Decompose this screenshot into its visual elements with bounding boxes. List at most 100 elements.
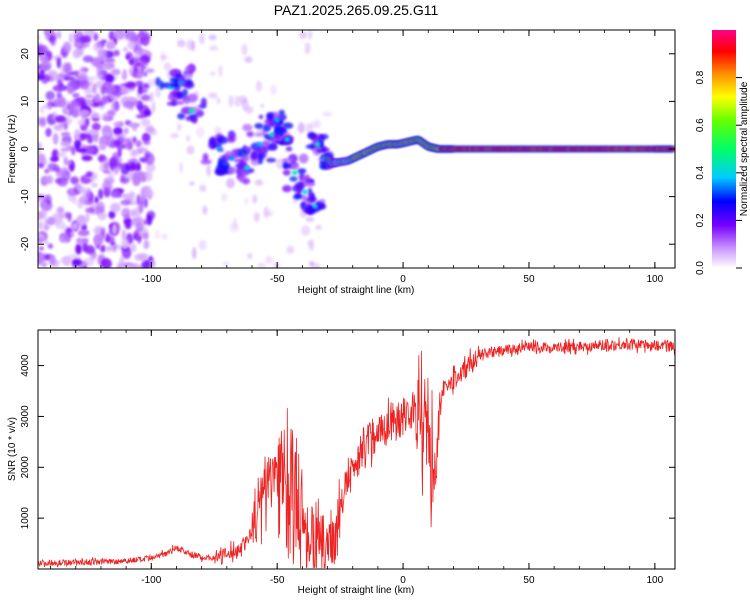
spectrogram-cell bbox=[104, 73, 115, 83]
spectrogram-cell bbox=[113, 127, 123, 135]
spectrogram-cell bbox=[318, 198, 326, 204]
spectrogram-cell bbox=[100, 39, 108, 44]
spectrogram-cell bbox=[68, 32, 74, 44]
spectrogram-cell bbox=[56, 57, 61, 69]
spectrogram-cell bbox=[178, 79, 185, 85]
spectrogram-cell bbox=[289, 162, 300, 170]
snr-frame bbox=[37, 329, 676, 570]
spectrogram-cell bbox=[105, 40, 116, 50]
snr-ytick-label: 4000 bbox=[20, 354, 31, 377]
spectrogram-cell bbox=[76, 148, 88, 153]
spectrogram-cell bbox=[307, 241, 313, 247]
spectrogram-cell bbox=[121, 207, 131, 219]
spectrogram-cell bbox=[159, 55, 168, 60]
spectrogram-cell bbox=[178, 162, 183, 173]
colorbar-tick-label: 0.4 bbox=[695, 165, 706, 179]
spectrogram-cell bbox=[297, 168, 307, 174]
spectrogram-cell bbox=[132, 171, 145, 182]
spectrogram-cell bbox=[64, 211, 71, 219]
spectrogram-cells bbox=[38, 30, 675, 268]
spectrogram-cell bbox=[112, 243, 117, 253]
spectrogram-cell bbox=[303, 174, 311, 184]
spectrogram-cell bbox=[92, 135, 99, 143]
spectrogram-cell bbox=[160, 233, 168, 240]
spectrogram-cell bbox=[96, 64, 104, 76]
spectrogram-cell bbox=[253, 132, 264, 137]
snr-series-line bbox=[38, 337, 675, 569]
spectrogram-cell bbox=[274, 132, 281, 141]
spectrogram-cell bbox=[244, 56, 253, 63]
spectrogram-cell bbox=[226, 178, 235, 189]
spectrogram-cell bbox=[62, 108, 71, 115]
spectrogram-cell bbox=[107, 171, 115, 179]
spectrogram-cell bbox=[38, 162, 44, 169]
spectrogram-xtick-label: 0 bbox=[400, 274, 406, 285]
spectrogram-cell bbox=[90, 57, 103, 67]
spectrogram-cell bbox=[140, 34, 150, 46]
spectrogram-cell bbox=[38, 55, 50, 63]
spectrogram-cell bbox=[185, 115, 195, 122]
spectrogram-cell bbox=[108, 157, 119, 169]
spectrogram-cell bbox=[163, 62, 172, 71]
spectrogram-cell bbox=[121, 86, 127, 95]
spectrogram-cell bbox=[85, 207, 96, 214]
spectrogram-cell bbox=[38, 35, 41, 41]
spectrogram-cell bbox=[54, 178, 63, 184]
spectrogram-cell bbox=[58, 213, 65, 218]
spectrogram-cell bbox=[254, 123, 264, 129]
spectrogram-cell bbox=[98, 143, 107, 151]
spectrogram-cell bbox=[128, 58, 135, 66]
spectrogram-cell bbox=[102, 169, 111, 174]
spectrogram-cell bbox=[47, 243, 54, 249]
spectrogram-cell bbox=[129, 149, 139, 158]
spectrogram-cell bbox=[263, 133, 269, 139]
spectrogram-cell bbox=[52, 132, 59, 145]
spectrogram-cell bbox=[257, 146, 269, 155]
spectrogram-cell bbox=[143, 109, 152, 117]
spectrogram-cell bbox=[198, 239, 207, 251]
spectrogram-cell bbox=[135, 139, 142, 148]
spectrogram-cell bbox=[71, 222, 79, 230]
spectrogram-cell bbox=[60, 256, 71, 265]
spectrogram-cell bbox=[195, 126, 205, 138]
spectrogram-cell bbox=[53, 124, 64, 131]
spectrogram-xtick-label: 100 bbox=[647, 274, 664, 285]
spectrogram-cell bbox=[72, 92, 80, 99]
spectrogram-cell bbox=[184, 66, 191, 73]
spectrogram-cell bbox=[322, 111, 333, 117]
spectrogram-cell bbox=[74, 139, 82, 151]
spectrogram-cell bbox=[38, 154, 45, 163]
spectrogram-cell bbox=[122, 47, 128, 52]
spectrogram-cell bbox=[256, 179, 261, 184]
spectrogram-cell bbox=[258, 114, 264, 120]
spectrogram-cell bbox=[145, 68, 155, 74]
spectrogram-cell bbox=[124, 81, 136, 89]
spectrogram-cell bbox=[127, 163, 138, 171]
spectrogram-cell bbox=[65, 160, 73, 166]
spectrogram-cell bbox=[139, 87, 148, 94]
spectrogram-cell bbox=[97, 48, 108, 61]
spectrogram-cell bbox=[198, 32, 205, 45]
spectrogram-cell bbox=[120, 173, 126, 182]
spectrogram-cell bbox=[105, 233, 111, 243]
spectrogram-cell bbox=[72, 259, 82, 266]
spectrogram-cell bbox=[92, 93, 102, 103]
spectrogram-cell bbox=[77, 229, 90, 237]
spectrogram-cell bbox=[269, 132, 276, 138]
spectrogram-cell bbox=[284, 136, 291, 142]
spectrogram-cell bbox=[79, 133, 90, 139]
spectrogram-cell bbox=[78, 195, 89, 204]
spectrogram-cell bbox=[305, 123, 314, 133]
spectrogram-cell bbox=[93, 32, 99, 42]
spectrogram-cell bbox=[129, 243, 137, 253]
spectrogram-cell bbox=[93, 226, 103, 236]
spectrogram-cell bbox=[38, 74, 46, 81]
spectrogram-cell bbox=[234, 95, 241, 107]
spectrogram-cell bbox=[39, 116, 47, 127]
spectrogram-cell bbox=[91, 122, 101, 131]
spectrogram-cell bbox=[305, 216, 315, 222]
spectrogram-cell bbox=[39, 69, 46, 75]
spectrogram-cell bbox=[73, 38, 85, 50]
spectrogram-cell bbox=[123, 127, 129, 135]
